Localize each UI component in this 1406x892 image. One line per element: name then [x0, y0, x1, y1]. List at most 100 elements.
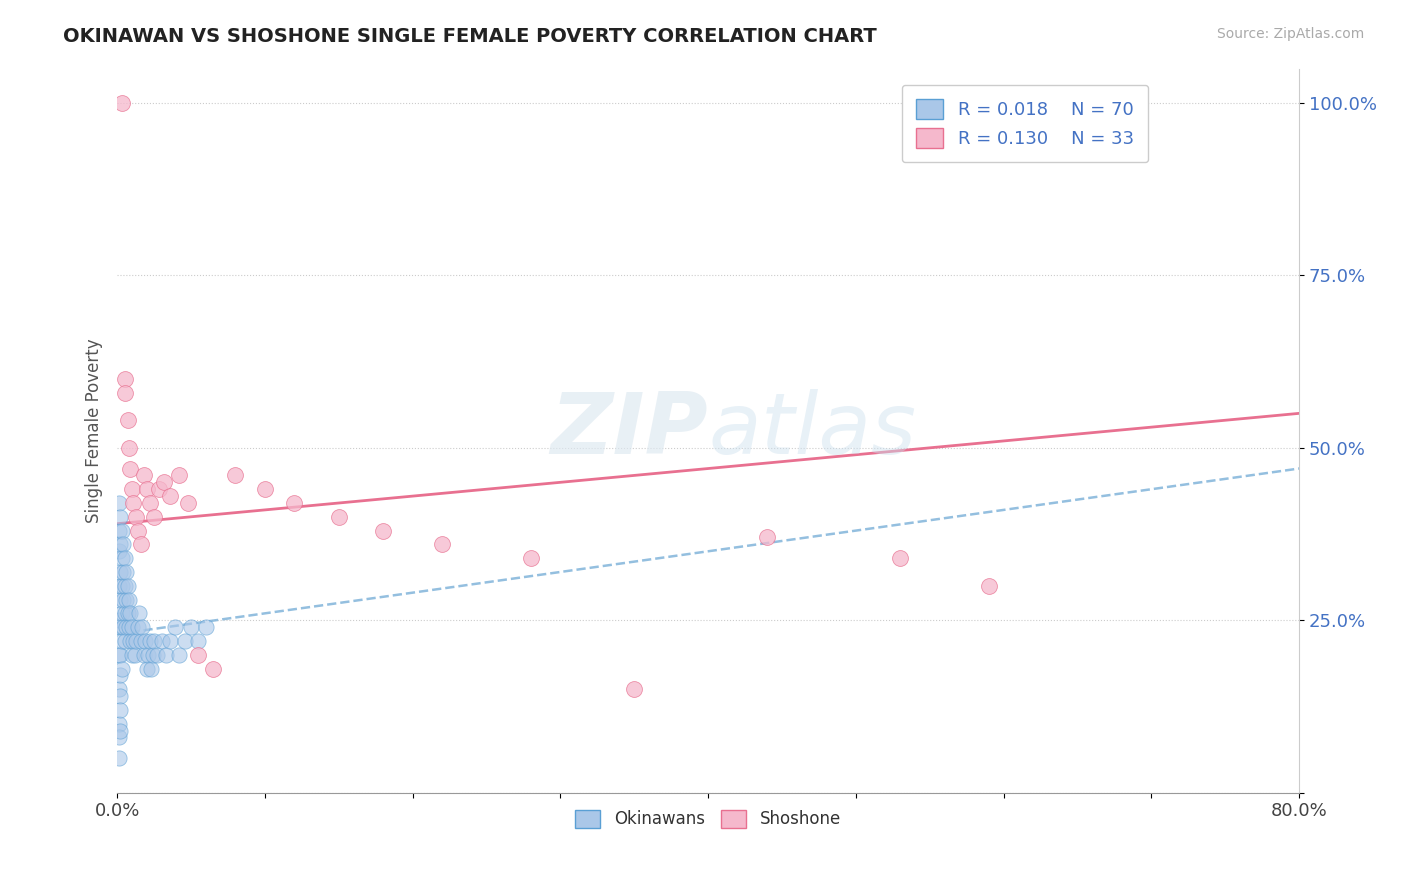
- Point: [118, 441, 141, 455]
- Point: [118, 592, 141, 607]
- Point: [108, 565, 131, 579]
- Point: [138, 496, 160, 510]
- Point: [125, 509, 148, 524]
- Point: [131, 620, 153, 634]
- Point: [141, 661, 163, 675]
- Point: [167, 468, 190, 483]
- Point: [108, 509, 131, 524]
- Point: [328, 509, 350, 524]
- Point: [107, 716, 129, 731]
- Point: [120, 607, 142, 621]
- Point: [111, 661, 134, 675]
- Point: [117, 413, 139, 427]
- Point: [114, 385, 136, 400]
- Point: [180, 620, 202, 634]
- Point: [108, 689, 131, 703]
- Point: [283, 496, 305, 510]
- Point: [114, 551, 136, 566]
- Point: [107, 544, 129, 558]
- Point: [121, 648, 143, 662]
- Point: [177, 496, 200, 510]
- Point: [108, 703, 131, 717]
- Point: [122, 496, 145, 510]
- Point: [108, 648, 131, 662]
- Point: [114, 634, 136, 648]
- Point: [111, 551, 134, 566]
- Point: [135, 661, 157, 675]
- Point: [111, 579, 134, 593]
- Point: [125, 634, 148, 648]
- Point: [129, 537, 152, 551]
- Point: [108, 537, 131, 551]
- Text: ZIP: ZIP: [551, 389, 709, 472]
- Point: [112, 565, 135, 579]
- Point: [127, 620, 149, 634]
- Legend: Okinawans, Shoshone: Okinawans, Shoshone: [569, 803, 848, 835]
- Point: [124, 648, 146, 662]
- Point: [373, 524, 395, 538]
- Point: [253, 482, 276, 496]
- Point: [138, 634, 160, 648]
- Point: [108, 620, 131, 634]
- Point: [114, 607, 136, 621]
- Point: [155, 648, 177, 662]
- Point: [120, 634, 142, 648]
- Point: [127, 524, 149, 538]
- Text: Source: ZipAtlas.com: Source: ZipAtlas.com: [1216, 27, 1364, 41]
- Point: [112, 537, 135, 551]
- Point: [107, 682, 129, 697]
- Point: [129, 634, 152, 648]
- Point: [107, 613, 129, 627]
- Point: [111, 607, 134, 621]
- Point: [136, 648, 159, 662]
- Point: [121, 482, 143, 496]
- Point: [115, 592, 138, 607]
- Point: [107, 751, 129, 765]
- Point: [128, 607, 150, 621]
- Point: [108, 723, 131, 738]
- Point: [194, 620, 217, 634]
- Point: [756, 531, 779, 545]
- Point: [107, 524, 129, 538]
- Point: [115, 620, 138, 634]
- Point: [224, 468, 246, 483]
- Point: [107, 648, 129, 662]
- Point: [121, 620, 143, 634]
- Point: [202, 661, 225, 675]
- Point: [159, 634, 181, 648]
- Point: [889, 551, 911, 566]
- Point: [114, 372, 136, 386]
- Point: [977, 579, 1000, 593]
- Text: OKINAWAN VS SHOSHONE SINGLE FEMALE POVERTY CORRELATION CHART: OKINAWAN VS SHOSHONE SINGLE FEMALE POVER…: [63, 27, 877, 45]
- Point: [142, 648, 165, 662]
- Point: [174, 634, 197, 648]
- Point: [112, 620, 135, 634]
- Point: [112, 592, 135, 607]
- Point: [150, 634, 173, 648]
- Text: atlas: atlas: [709, 389, 917, 472]
- Point: [153, 475, 176, 490]
- Point: [122, 634, 145, 648]
- Point: [108, 592, 131, 607]
- Point: [107, 731, 129, 745]
- Point: [159, 489, 181, 503]
- Point: [118, 620, 141, 634]
- Point: [107, 579, 129, 593]
- Point: [117, 607, 139, 621]
- Point: [520, 551, 543, 566]
- Point: [623, 682, 645, 697]
- Point: [167, 648, 190, 662]
- Point: [143, 509, 166, 524]
- Point: [135, 482, 157, 496]
- Point: [187, 648, 209, 662]
- Point: [108, 668, 131, 682]
- Point: [432, 537, 454, 551]
- Point: [111, 95, 134, 110]
- Point: [134, 634, 156, 648]
- Point: [132, 468, 155, 483]
- Point: [107, 496, 129, 510]
- Point: [115, 565, 138, 579]
- Point: [163, 620, 186, 634]
- Point: [111, 524, 134, 538]
- Point: [146, 648, 169, 662]
